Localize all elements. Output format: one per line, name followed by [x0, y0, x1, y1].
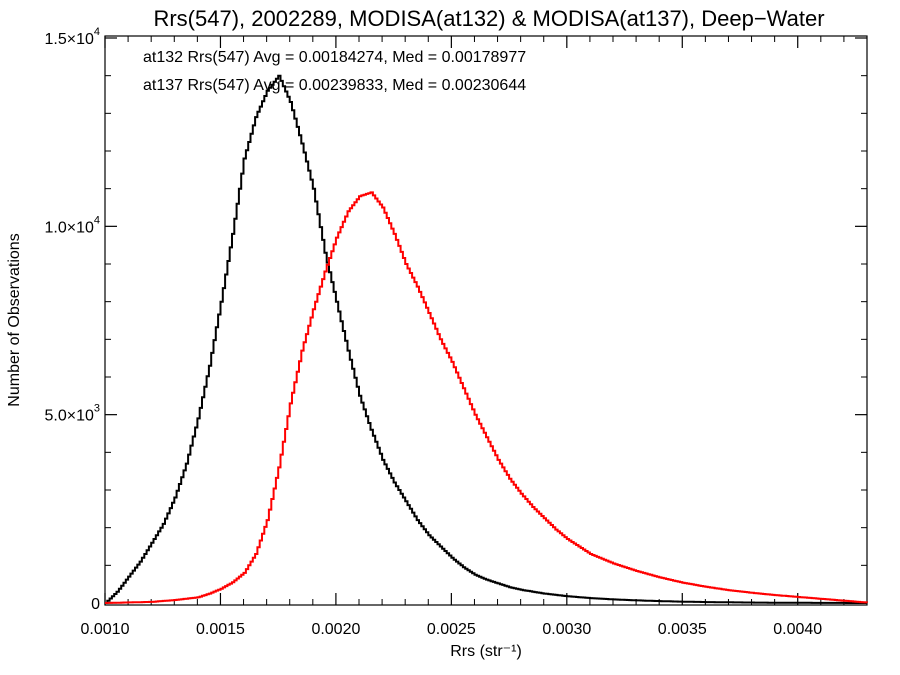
x-tick-label: 0.0020: [311, 621, 360, 638]
y-tick-label: 1.0×104: [44, 214, 100, 236]
y-axis-label: Number of Observations: [6, 233, 23, 406]
x-axis-label: Rrs (str⁻¹): [450, 643, 522, 660]
series-line-at137: [105, 191, 868, 604]
y-tick-label: 1.5×104: [44, 26, 100, 48]
x-axis: 0.0010 0.0015 0.0020 0.0025 0.0030 0.0035 0.00…: [81, 36, 868, 638]
annotation-at137: at137 Rrs(547) Avg = 0.00239833, Med = 0…: [143, 77, 526, 94]
x-tick-label: 0.0025: [427, 621, 476, 638]
x-tick-label: 0.0035: [658, 621, 707, 638]
plot-frame: [104, 35, 868, 606]
y-tick-label: 5.0×103: [44, 403, 100, 425]
series-layer: [105, 74, 868, 604]
y-tick-label: 0: [91, 596, 100, 613]
x-tick-label: 0.0030: [542, 621, 591, 638]
x-tick-label: 0.0040: [773, 621, 822, 638]
x-tick-label: 0.0010: [81, 621, 130, 638]
x-tick-label: 0.0015: [196, 621, 245, 638]
y-axis: 0 5.0×103 1.0×104 1.5×104: [44, 26, 867, 613]
annotation-at132: at132 Rrs(547) Avg = 0.00184274, Med = 0…: [143, 49, 526, 66]
series-line-at132: [105, 74, 867, 604]
chart-title: Rrs(547), 2002289, MODISA(at132) & MODIS…: [153, 6, 824, 31]
